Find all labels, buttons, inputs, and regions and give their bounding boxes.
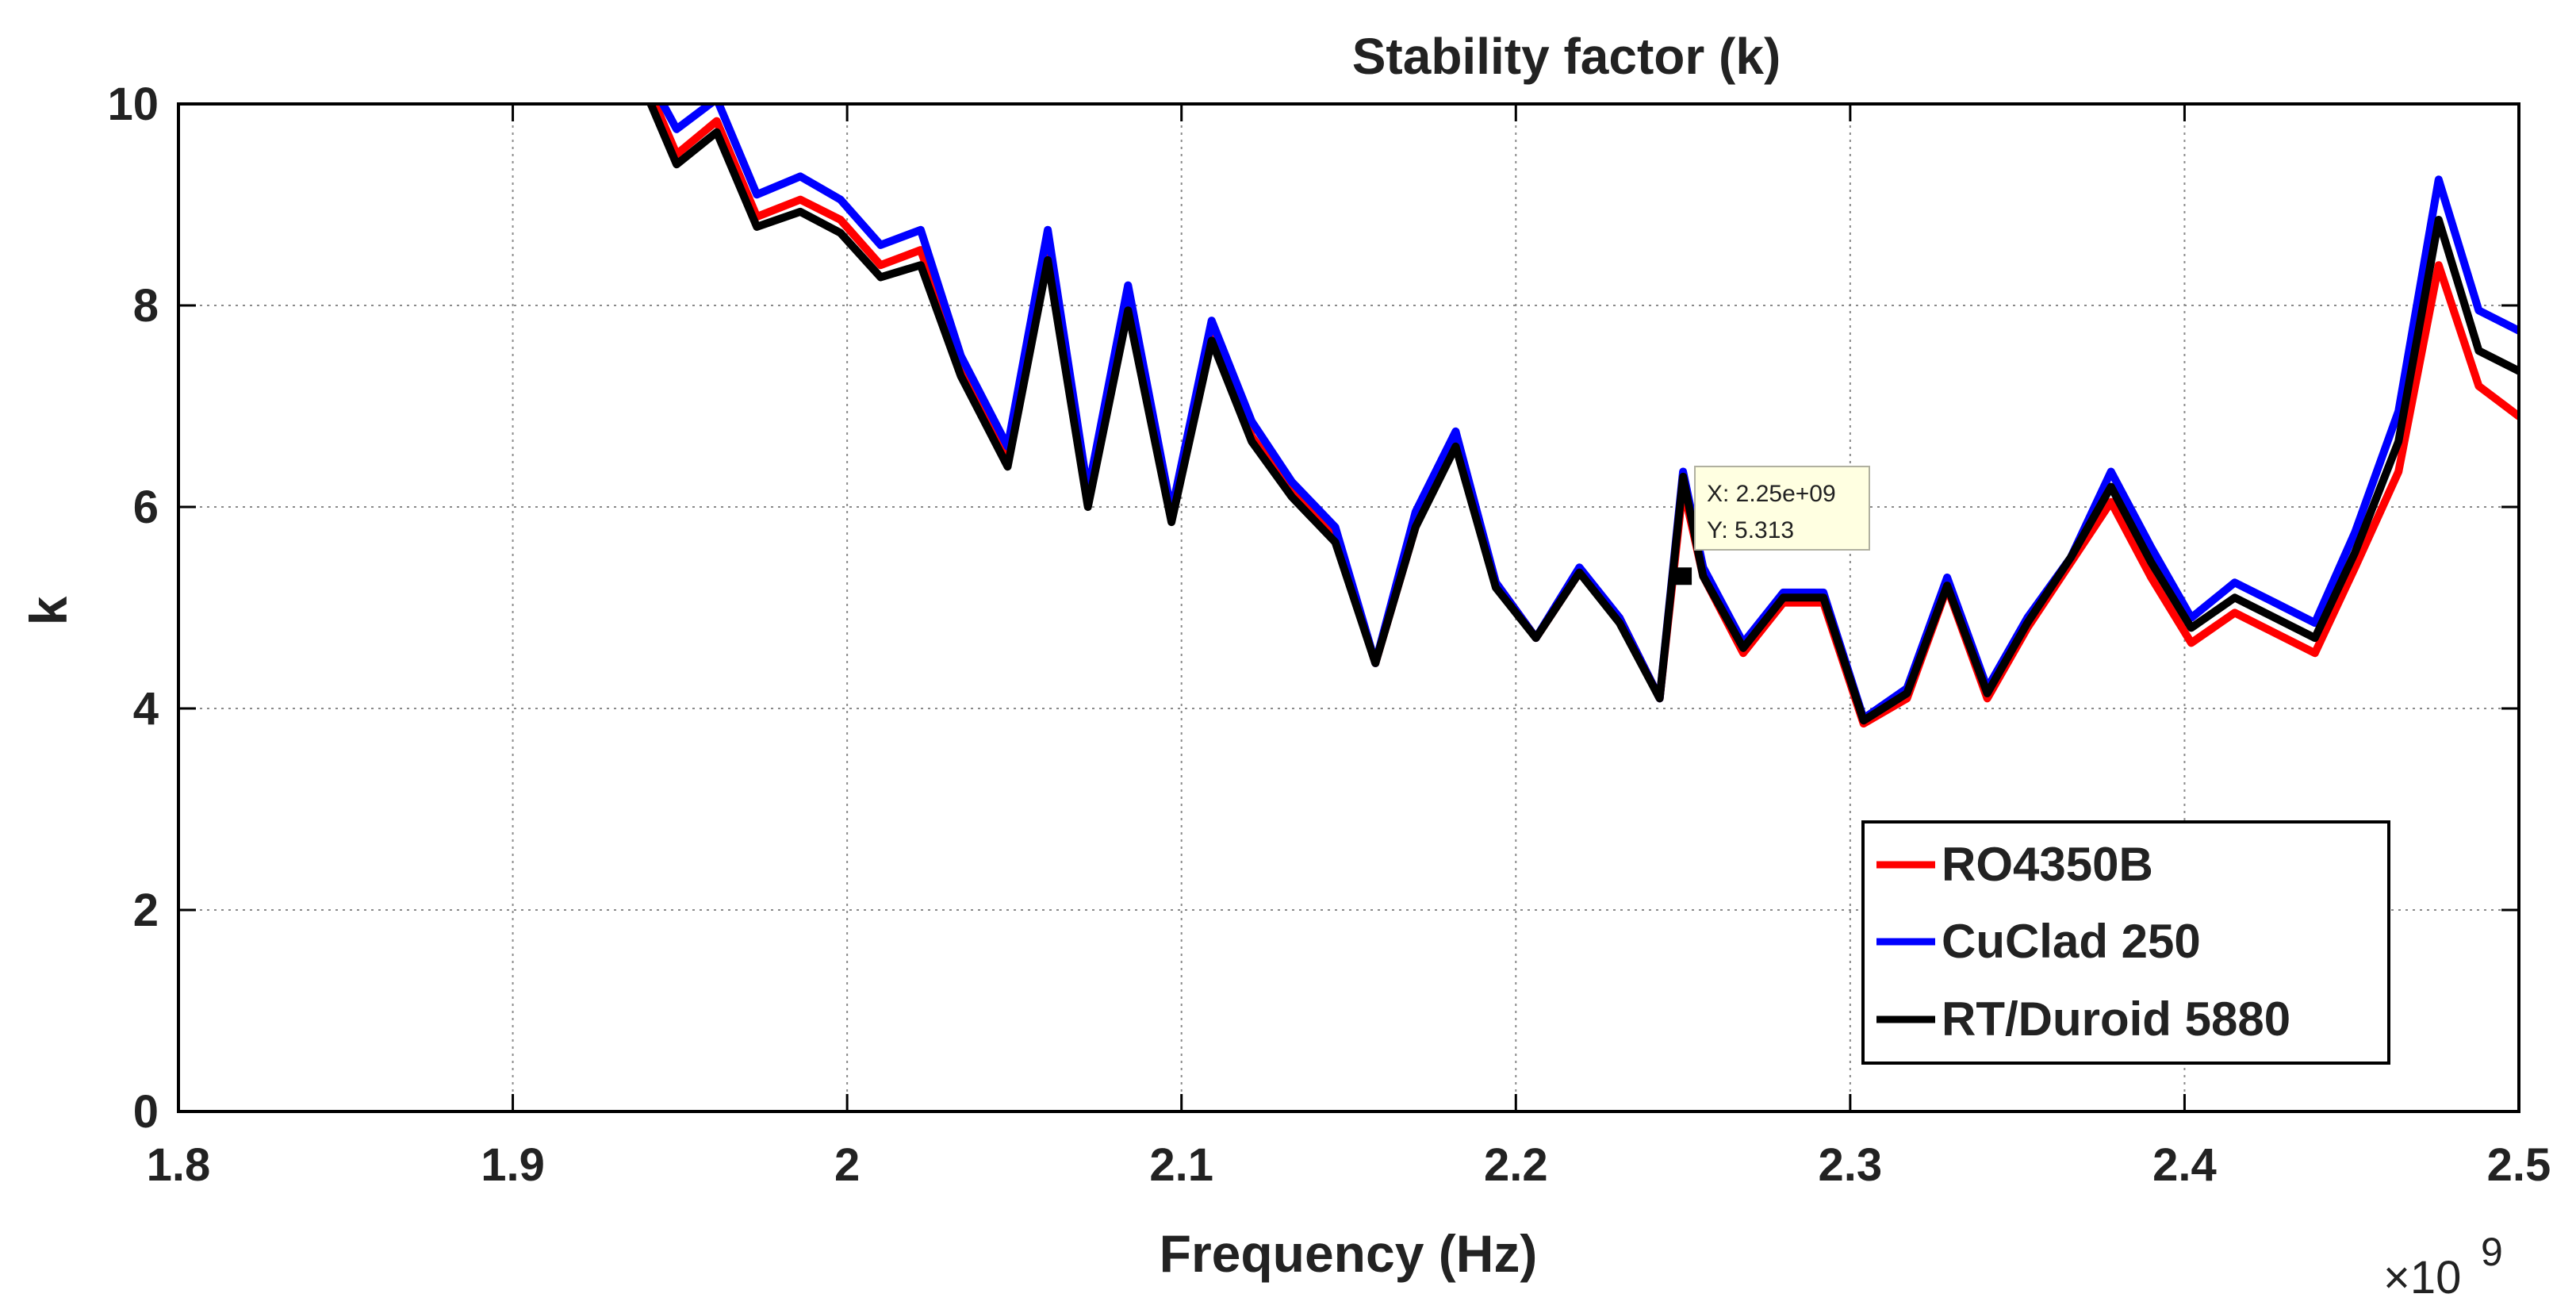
legend-label-rt-duroid5880: RT/Duroid 5880	[1942, 992, 2290, 1046]
x-tick-label: 2.2	[1484, 1139, 1548, 1191]
datatip-x: X: 2.25e+09	[1707, 481, 1836, 507]
x-tick-label: 2	[834, 1139, 860, 1191]
x-tick-label: 1.8	[147, 1139, 211, 1191]
x-tick-label: 2.1	[1149, 1139, 1213, 1191]
y-tick-label: 10	[107, 79, 159, 130]
legend: RO4350B CuClad 250 RT/Duroid 5880	[1861, 820, 2390, 1065]
datatip-marker	[1674, 567, 1692, 585]
legend-label-ro4350b: RO4350B	[1942, 838, 2153, 891]
y-tick-label: 0	[133, 1086, 159, 1138]
y-axis-label: k	[19, 596, 78, 625]
x-tick-label: 1.9	[481, 1139, 545, 1191]
legend-box	[1861, 820, 2390, 1065]
datatip: X: 2.25e+09 Y: 5.313	[1674, 466, 1870, 585]
y-tick-label: 6	[133, 482, 159, 533]
series-line-rt-duroid-5880	[646, 104, 2519, 725]
x-tick-label: 2.4	[2152, 1139, 2217, 1191]
data-series	[646, 104, 2519, 728]
y-tick-label: 8	[133, 280, 159, 332]
x-exponent-base: ×10	[2383, 1252, 2461, 1303]
plot-frame	[177, 102, 2520, 1113]
y-tick-label: 4	[133, 683, 159, 735]
datatip-box	[1694, 466, 1870, 551]
x-exponent-power: 9	[2481, 1230, 2503, 1274]
datatip-y: Y: 5.313	[1707, 517, 1794, 543]
y-tick-label: 2	[133, 885, 159, 936]
x-tick-label: 2.3	[1819, 1139, 1883, 1191]
x-tick-label: 2.5	[2487, 1139, 2551, 1191]
chart-title: Stability factor (k)	[1352, 28, 1781, 85]
legend-label-cuclad250: CuClad 250	[1942, 915, 2201, 968]
x-axis-label: Frequency (Hz)	[1160, 1224, 1538, 1283]
tick-labels: 1.8 1.9 2 2.1 2.2 2.3 2.4 2.5 0 2 4 6 8 10	[107, 79, 2551, 1191]
